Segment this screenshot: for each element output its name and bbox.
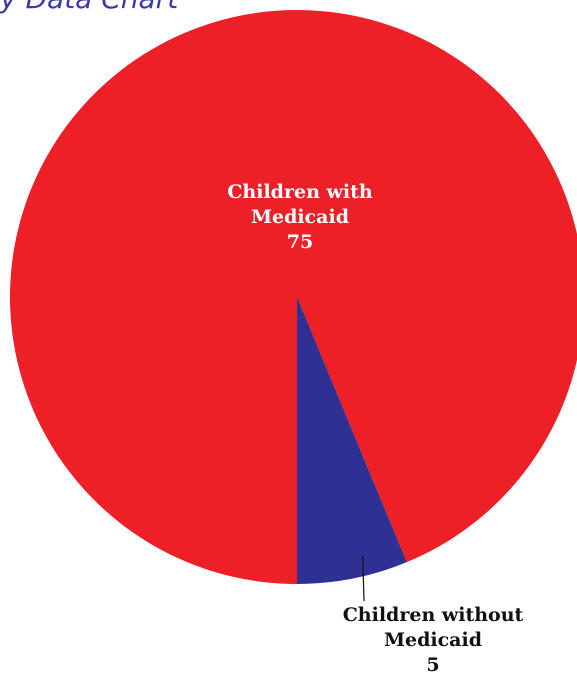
data-label-with-medicaid-value: 75 [287,231,313,253]
leader-lines [362,555,365,602]
data-label-with-medicaid: Children with [227,181,373,203]
pie-slices [9,10,577,584]
slice-labels: Children with Medicaid 75 Children without M… [227,181,523,675]
pie-slice-with-medicaid [9,10,577,584]
data-label-with-medicaid: Medicaid [251,206,349,228]
data-label-without-medicaid: Medicaid [384,629,482,651]
leader-line-without-medicaid [362,555,365,602]
chart-title: y Data Chart [0,0,179,15]
pie-slice-without-medicaid [297,297,407,584]
data-label-without-medicaid: Children without [343,604,524,626]
data-label-without-medicaid-value: 5 [426,654,439,675]
